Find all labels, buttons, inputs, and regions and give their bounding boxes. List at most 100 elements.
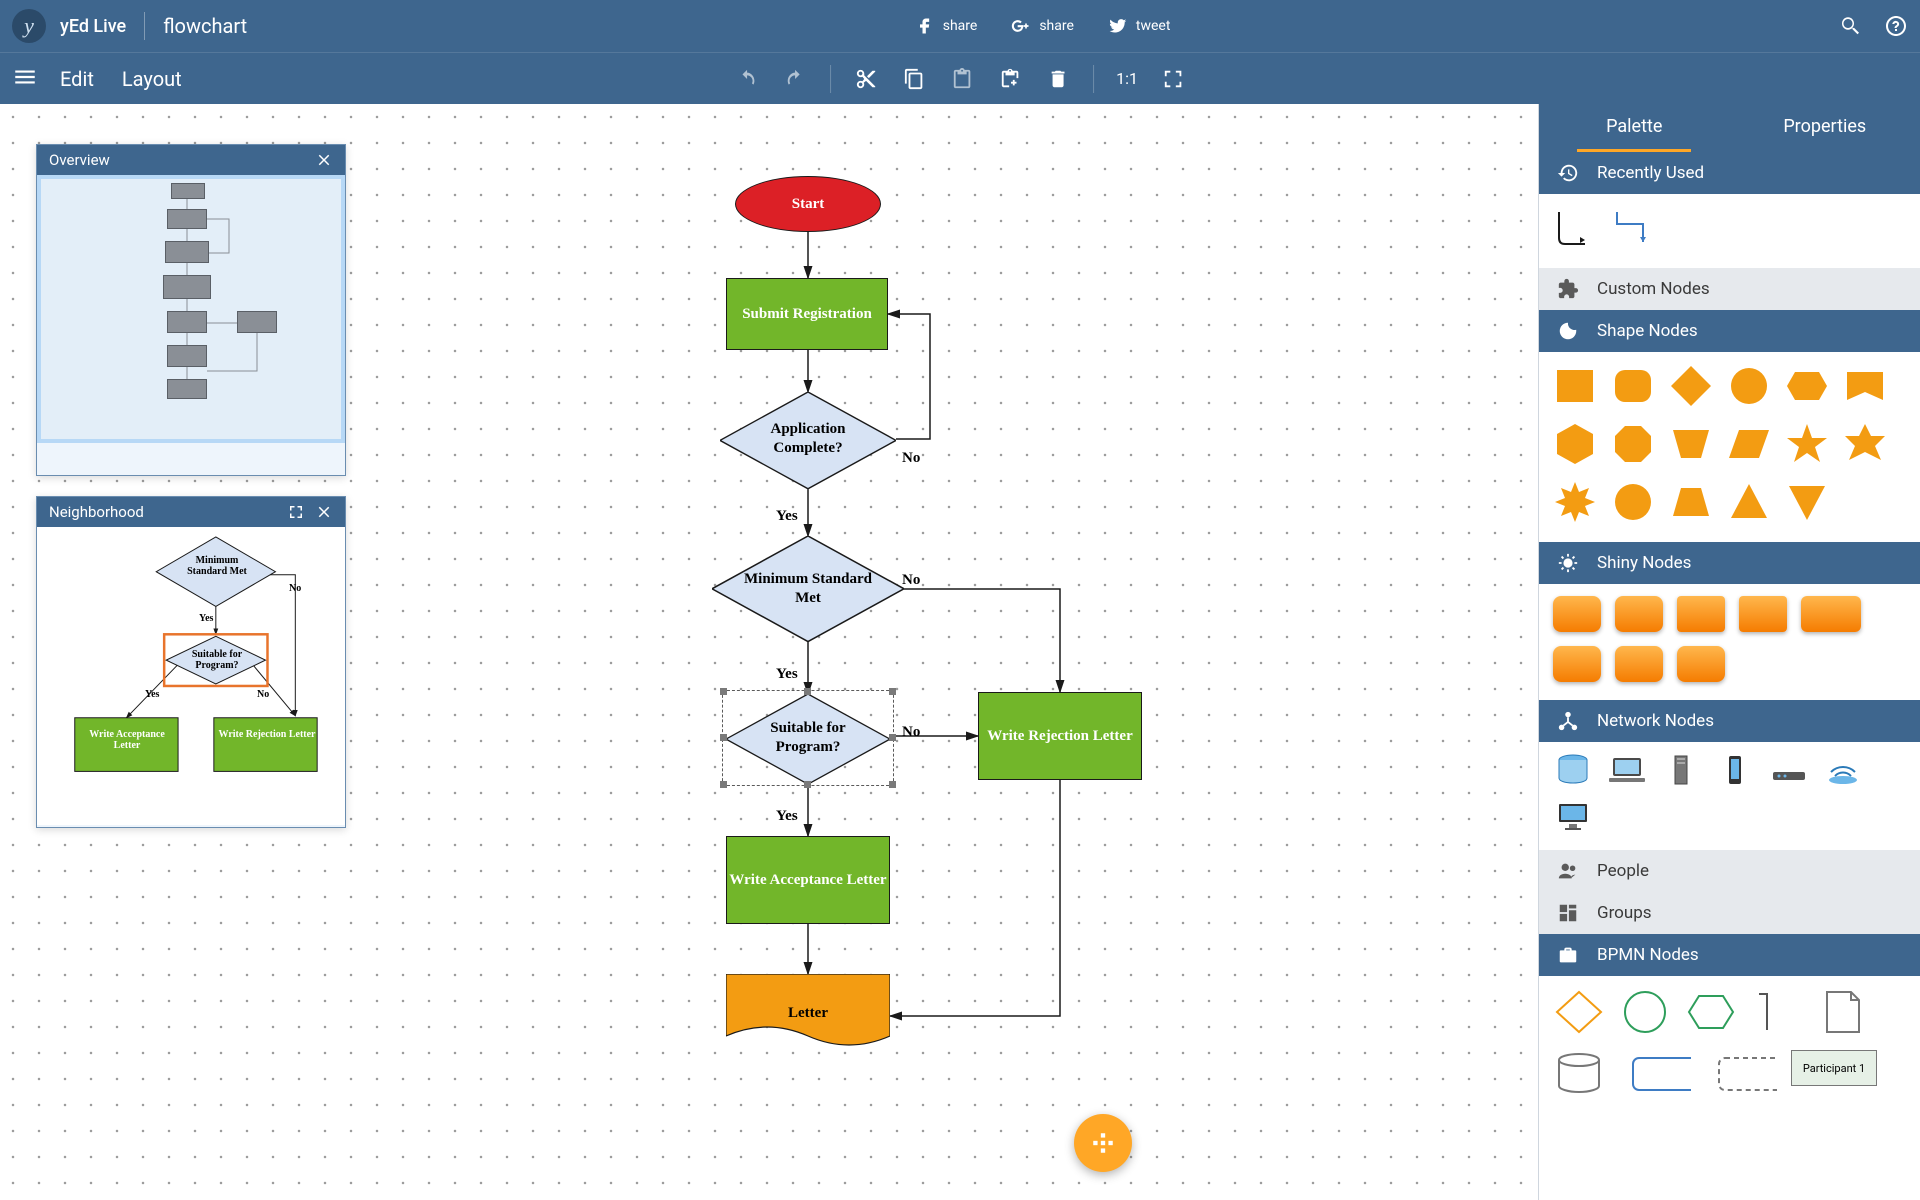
net-laptop[interactable]	[1607, 754, 1647, 786]
bpmn-group[interactable]	[1705, 1050, 1777, 1098]
bpmn-page[interactable]	[1817, 988, 1869, 1036]
resize-handle[interactable]	[720, 688, 727, 695]
shape-burst[interactable]	[1611, 480, 1655, 524]
bpmn-participant[interactable]: Participant 1	[1791, 1050, 1877, 1086]
section-groups-header[interactable]: Groups	[1539, 892, 1920, 934]
panel-overview-header[interactable]: Overview	[37, 145, 345, 175]
shape-trap-up[interactable]	[1669, 480, 1713, 524]
bpmn-datastore[interactable]	[1553, 1050, 1605, 1098]
shape-tri-up[interactable]	[1727, 480, 1771, 524]
shape-hex[interactable]	[1553, 422, 1597, 466]
shape-star8[interactable]	[1553, 480, 1597, 524]
shiny-2[interactable]	[1615, 596, 1663, 632]
section-recent-header[interactable]: Recently Used	[1539, 152, 1920, 194]
paste-button[interactable]	[943, 60, 981, 98]
bpmn-circle[interactable]	[1619, 988, 1671, 1036]
node-letter[interactable]: Letter	[726, 974, 890, 1052]
shape-star6[interactable]	[1843, 422, 1887, 466]
tab-properties[interactable]: Properties	[1730, 100, 1920, 152]
copy-button[interactable]	[895, 60, 933, 98]
node-appcomplete[interactable]: Application Complete?	[720, 392, 896, 486]
node-submit[interactable]: Submit Registration	[726, 278, 888, 350]
shiny-5[interactable]	[1801, 596, 1861, 632]
panel-neighborhood[interactable]: Neighborhood	[36, 496, 346, 828]
zoom-reset[interactable]: 1:1	[1110, 69, 1144, 88]
close-icon[interactable]	[315, 151, 333, 169]
shiny-7[interactable]	[1615, 646, 1663, 682]
undo-button[interactable]	[728, 60, 766, 98]
resize-handle[interactable]	[804, 688, 811, 695]
fullscreen-button[interactable]	[1154, 60, 1192, 98]
shape-square[interactable]	[1553, 364, 1597, 408]
layout-fab[interactable]	[1074, 1114, 1132, 1172]
resize-handle[interactable]	[804, 781, 811, 788]
copy-icon	[903, 68, 925, 90]
shiny-1[interactable]	[1553, 596, 1601, 632]
net-server[interactable]	[1661, 754, 1701, 786]
search-icon[interactable]	[1838, 14, 1862, 38]
bpmn-slot[interactable]	[1751, 988, 1803, 1036]
section-people-header[interactable]: People	[1539, 850, 1920, 892]
section-bpmn-header[interactable]: BPMN Nodes	[1539, 934, 1920, 976]
help-icon[interactable]	[1884, 14, 1908, 38]
section-network-header[interactable]: Network Nodes	[1539, 700, 1920, 742]
bpmn-hex[interactable]	[1685, 988, 1737, 1036]
delete-button[interactable]	[1039, 60, 1077, 98]
expand-icon[interactable]	[287, 503, 305, 521]
bpmn-diamond[interactable]	[1553, 988, 1605, 1036]
close-icon[interactable]	[315, 503, 333, 521]
net-db[interactable]	[1553, 754, 1593, 786]
shape-circle[interactable]	[1727, 364, 1771, 408]
canvas[interactable]: Yes No Yes No Yes No Start Submit Regist…	[0, 104, 1538, 1200]
shape-hex-long[interactable]	[1785, 364, 1829, 408]
shape-para[interactable]	[1727, 422, 1771, 466]
node-letter-label: Letter	[788, 1005, 828, 1022]
resize-handle[interactable]	[720, 781, 727, 788]
net-phone[interactable]	[1715, 754, 1755, 786]
section-people-title: People	[1597, 861, 1649, 881]
shape-banner[interactable]	[1843, 364, 1887, 408]
panel-overview[interactable]: Overview	[36, 144, 346, 476]
node-suitable[interactable]: Suitable for Program?	[726, 694, 890, 782]
panel-neighborhood-header[interactable]: Neighborhood	[37, 497, 345, 527]
node-accept[interactable]: Write Acceptance Letter	[726, 836, 890, 924]
overview-body[interactable]	[37, 175, 345, 473]
net-monitor[interactable]	[1553, 800, 1593, 832]
shiny-8[interactable]	[1677, 646, 1725, 682]
resize-handle[interactable]	[889, 734, 896, 741]
section-shape-header[interactable]: Shape Nodes	[1539, 310, 1920, 352]
menu-edit[interactable]: Edit	[60, 67, 94, 91]
paste-plus-icon	[999, 68, 1021, 90]
shape-trap-down[interactable]	[1669, 422, 1713, 466]
recent-edge-1[interactable]	[1553, 206, 1597, 250]
node-minstd[interactable]: Minimum Standard Met	[712, 536, 904, 642]
tab-palette[interactable]: Palette	[1539, 100, 1730, 152]
shape-star5[interactable]	[1785, 422, 1829, 466]
section-shiny-header[interactable]: Shiny Nodes	[1539, 542, 1920, 584]
shape-oct[interactable]	[1611, 422, 1655, 466]
share-twitter[interactable]: tweet	[1108, 16, 1171, 36]
share-facebook[interactable]: share	[915, 16, 978, 36]
hamburger-menu[interactable]	[12, 64, 38, 94]
resize-handle[interactable]	[889, 688, 896, 695]
shape-tri-down[interactable]	[1785, 480, 1829, 524]
net-router[interactable]	[1769, 754, 1809, 786]
net-wifi[interactable]	[1823, 754, 1863, 786]
redo-button[interactable]	[776, 60, 814, 98]
shiny-6[interactable]	[1553, 646, 1601, 682]
node-reject[interactable]: Write Rejection Letter	[978, 692, 1142, 780]
shape-rounded[interactable]	[1611, 364, 1655, 408]
section-custom-header[interactable]: Custom Nodes	[1539, 268, 1920, 310]
shiny-4[interactable]	[1739, 596, 1787, 632]
neighborhood-body[interactable]: Minimum Standard Met Suitable for Progra…	[37, 527, 345, 825]
paste-plus-button[interactable]	[991, 60, 1029, 98]
node-start[interactable]: Start	[735, 176, 881, 232]
cut-button[interactable]	[847, 60, 885, 98]
shape-diamond[interactable]	[1669, 364, 1713, 408]
menu-layout[interactable]: Layout	[122, 67, 182, 91]
resize-handle[interactable]	[889, 781, 896, 788]
share-gplus[interactable]: share	[1011, 16, 1074, 36]
bpmn-task[interactable]	[1619, 1050, 1691, 1098]
recent-edge-2[interactable]	[1611, 206, 1655, 250]
shiny-3[interactable]	[1677, 596, 1725, 632]
